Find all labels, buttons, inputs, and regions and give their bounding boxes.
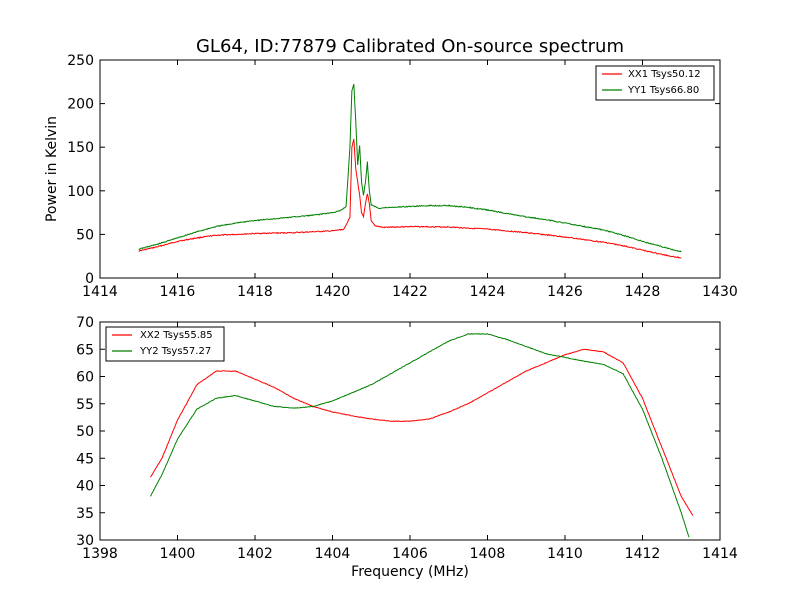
- top-y-tick-label-3: 150: [67, 140, 94, 156]
- top-x-tick-label-0: 1414: [82, 284, 118, 300]
- chart-title: GL64, ID:77879 Calibrated On-source spec…: [196, 36, 624, 57]
- bottom-y-tick-label-8: 70: [76, 315, 94, 331]
- top-x-tick-label-4: 1422: [392, 284, 428, 300]
- bottom-x-tick-label-5: 1408: [470, 546, 506, 562]
- top-series-group: [138, 83, 682, 259]
- bottom-x-tick-label-3: 1404: [315, 546, 351, 562]
- top-x-tick-label-6: 1426: [547, 284, 583, 300]
- top-y-tick-label-2: 100: [67, 184, 94, 200]
- top-y-axis-label: Power in Kelvin: [44, 116, 60, 222]
- bottom-legend: XX2 Tsys55.85 YY2 Tsys57.27: [105, 326, 225, 362]
- bottom-y-tick-label-5: 55: [76, 397, 94, 413]
- top-series-line-1: [138, 83, 682, 253]
- bottom-y-tick-label-7: 65: [76, 342, 94, 358]
- bottom-y-tick-label-1: 35: [76, 506, 94, 522]
- top-x-tick-label-8: 1430: [702, 284, 738, 300]
- top-y-tick-label-0: 0: [85, 271, 94, 287]
- bottom-y-tick-label-2: 40: [76, 479, 94, 495]
- bottom-x-tick-label-4: 1406: [392, 546, 428, 562]
- bottom-legend-label-xx2: XX2 Tsys55.85: [140, 330, 213, 341]
- bottom-y-tick-label-0: 30: [76, 533, 94, 549]
- bottom-x-tick-label-7: 1412: [625, 546, 661, 562]
- bottom-x-tick-label-0: 1398: [82, 546, 118, 562]
- bottom-x-tick-label-2: 1402: [237, 546, 273, 562]
- bottom-legend-label-yy2: YY2 Tsys57.27: [139, 346, 211, 357]
- top-y-tick-label-5: 250: [67, 53, 94, 69]
- top-x-tick-label-3: 1420: [315, 284, 351, 300]
- bottom-series-group: [149, 333, 694, 538]
- top-panel: 1414 1416 1418 1420 1422 1424 1426 1428 1430 0 50 1…: [44, 53, 738, 300]
- top-legend-label-yy1: YY1 Tsys66.80: [627, 85, 699, 96]
- bottom-x-axis-label: Frequency (MHz): [351, 564, 469, 580]
- top-y-tick-label-4: 200: [67, 97, 94, 113]
- bottom-series-line-1: [149, 333, 690, 538]
- top-series-line-0: [138, 138, 682, 259]
- top-x-tick-label-7: 1428: [625, 284, 661, 300]
- top-x-tick-label-5: 1424: [470, 284, 506, 300]
- top-legend: XX1 Tsys50.12 YY1 Tsys66.80: [595, 65, 715, 101]
- bottom-x-tick-label-8: 1414: [702, 546, 738, 562]
- bottom-panel: 1398 1400 1402 1404 1406 1408 1410 1412 1414 30 35…: [76, 315, 738, 580]
- bottom-x-tick-label-6: 1410: [547, 546, 583, 562]
- bottom-y-tick-label-3: 45: [76, 451, 94, 467]
- bottom-ticks-group: 1398 1400 1402 1404 1406 1408 1410 1412 1414 30 35…: [76, 315, 738, 562]
- bottom-y-tick-label-6: 60: [76, 370, 94, 386]
- bottom-legend-box: [105, 326, 225, 362]
- top-x-tick-label-2: 1418: [237, 284, 273, 300]
- bottom-x-tick-label-1: 1400: [160, 546, 196, 562]
- bottom-series-line-0: [149, 348, 694, 516]
- top-ticks-group: 1414 1416 1418 1420 1422 1424 1426 1428 1430 0 50 1…: [67, 53, 738, 300]
- top-legend-box: [595, 65, 715, 101]
- top-legend-label-xx1: XX1 Tsys50.12: [628, 69, 701, 80]
- top-y-tick-label-1: 50: [76, 227, 94, 243]
- bottom-y-tick-label-4: 50: [76, 424, 94, 440]
- top-x-tick-label-1: 1416: [160, 284, 196, 300]
